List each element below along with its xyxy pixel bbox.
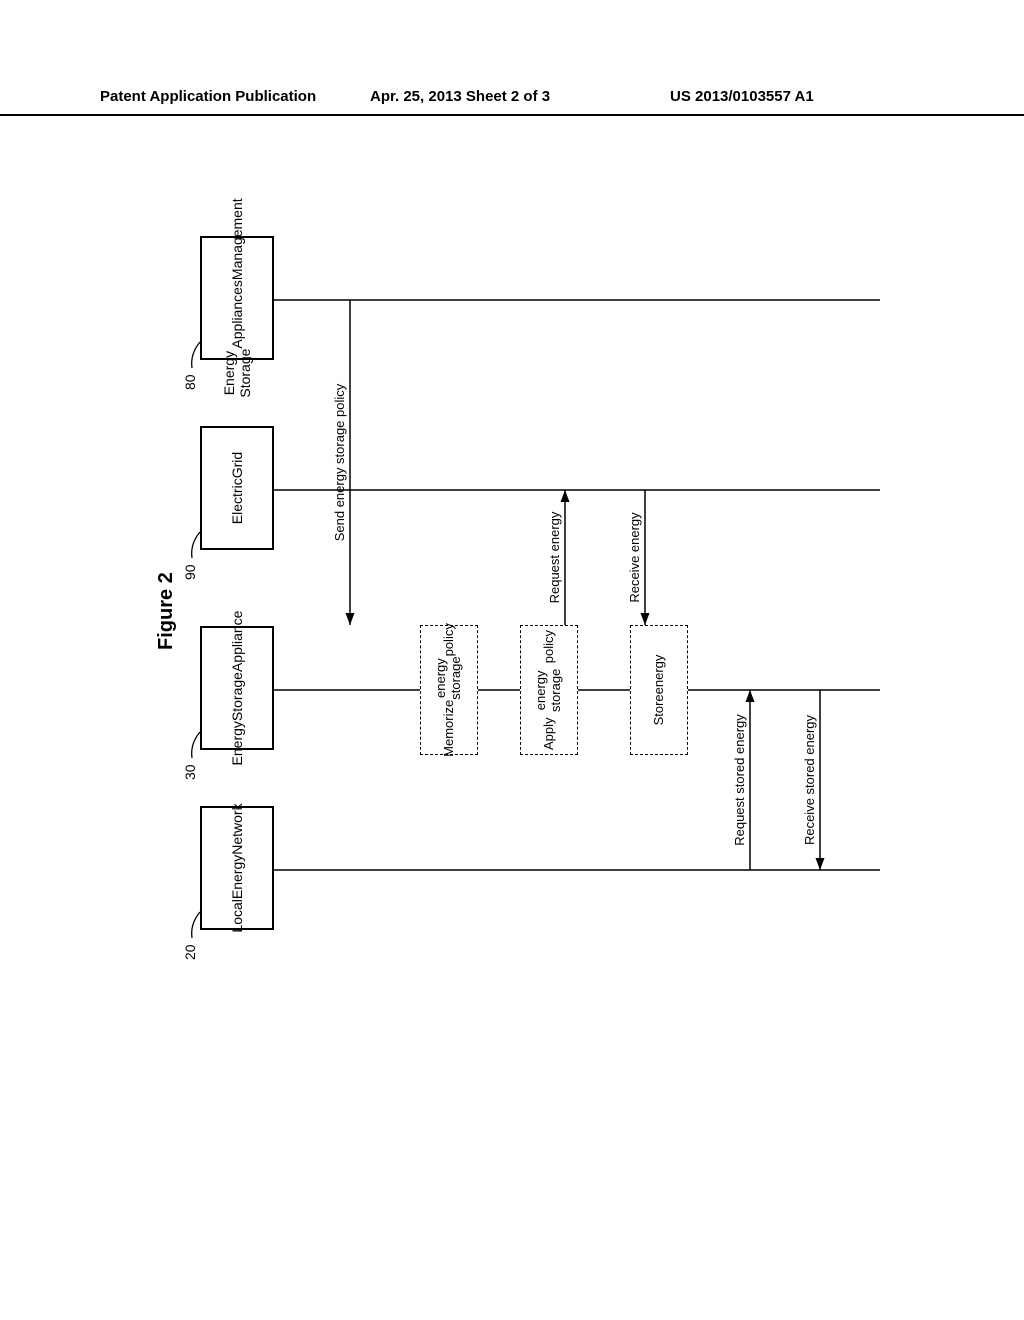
message-label-3: Request stored energy bbox=[732, 698, 747, 862]
lifeline-label-line: Storage bbox=[229, 672, 245, 721]
process-box-2: Storeenergy bbox=[630, 625, 688, 755]
lifeline-number-esa: 30 bbox=[182, 764, 198, 780]
message-label-2: Receive energy bbox=[627, 498, 642, 617]
lifeline-label-line: Network bbox=[229, 803, 245, 854]
lifeline-label-line: Appliances bbox=[229, 280, 245, 349]
header-left: Patent Application Publication bbox=[100, 88, 316, 105]
lifeline-number-grid: 90 bbox=[182, 564, 198, 580]
lifeline-label-line: Grid bbox=[229, 452, 245, 478]
page: Patent Application Publication Apr. 25, … bbox=[0, 0, 1024, 1320]
lifeline-label-line: Electric bbox=[229, 478, 245, 524]
lifeline-label-line: Energy Storage bbox=[221, 349, 253, 398]
lifeline-label-line: Management bbox=[229, 198, 245, 280]
process-label-line: policy bbox=[442, 623, 457, 656]
process-label-line: energy storage bbox=[534, 663, 564, 717]
process-label-line: energy bbox=[652, 655, 667, 695]
process-label-line: policy bbox=[542, 630, 557, 663]
lifeline-label-line: Energy bbox=[229, 721, 245, 765]
message-label-4: Receive stored energy bbox=[802, 698, 817, 862]
lifeline-box-local: LocalEnergyNetwork bbox=[200, 806, 274, 930]
message-label-0: Send energy storage policy bbox=[332, 308, 347, 617]
header-right: US 2013/0103557 A1 bbox=[670, 88, 814, 105]
lifeline-box-grid: ElectricGrid bbox=[200, 426, 274, 550]
process-label-line: Apply bbox=[542, 717, 557, 750]
lifeline-label-line: Energy bbox=[229, 855, 245, 899]
sequence-diagram: Figure 220LocalEnergyNetwork30EnergyStor… bbox=[140, 170, 840, 990]
page-header: Patent Application Publication Apr. 25, … bbox=[0, 84, 1024, 116]
process-box-0: Memorizeenergy storagepolicy bbox=[420, 625, 478, 755]
lifeline-label-line: Appliance bbox=[229, 611, 245, 673]
lifeline-box-esa: EnergyStorageAppliance bbox=[200, 626, 274, 750]
process-box-1: Applyenergy storagepolicy bbox=[520, 625, 578, 755]
header-mid: Apr. 25, 2013 Sheet 2 of 3 bbox=[370, 88, 550, 105]
lifeline-number-local: 20 bbox=[182, 944, 198, 960]
lifeline-number-mgmt: 80 bbox=[182, 374, 198, 390]
process-label-line: energy storage bbox=[434, 656, 464, 699]
process-label-line: Store bbox=[652, 694, 667, 725]
lifeline-box-mgmt: Energy StorageAppliancesManagement bbox=[200, 236, 274, 360]
process-label-line: Memorize bbox=[442, 700, 457, 757]
lifeline-label-line: Local bbox=[229, 899, 245, 932]
message-label-1: Request energy bbox=[547, 498, 562, 617]
